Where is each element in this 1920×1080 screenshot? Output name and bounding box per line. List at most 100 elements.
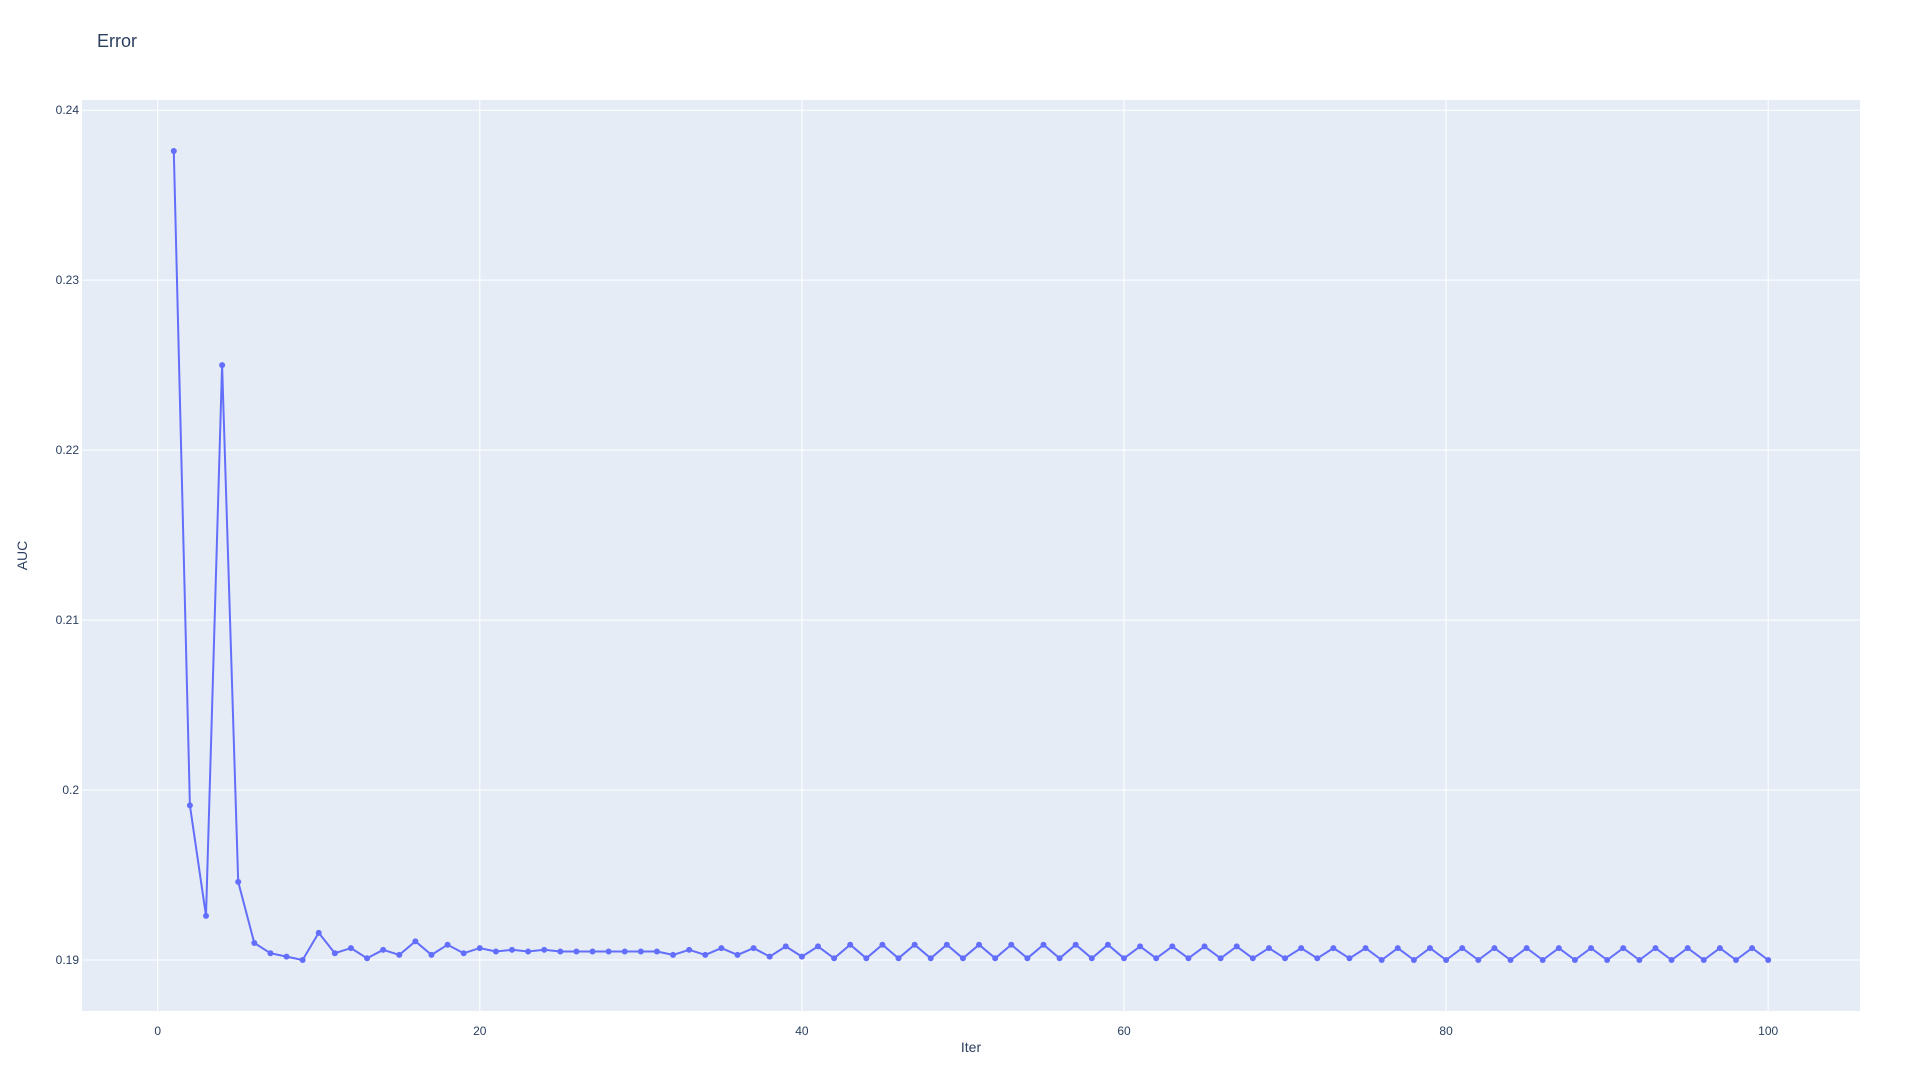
y-tick-label: 0.24: [56, 103, 80, 117]
data-point: [509, 946, 516, 953]
data-point: [235, 878, 242, 885]
data-point: [621, 948, 628, 955]
data-point: [525, 948, 532, 955]
data-point: [1459, 945, 1466, 952]
y-tick-label: 0.2: [62, 783, 79, 797]
data-point: [460, 950, 467, 957]
data-point: [541, 946, 548, 953]
data-point: [895, 955, 902, 962]
data-point: [911, 941, 918, 948]
data-point: [315, 929, 322, 936]
data-point: [1217, 955, 1224, 962]
data-point: [863, 955, 870, 962]
data-point: [831, 955, 838, 962]
data-point: [1056, 955, 1063, 962]
x-tick-label: 80: [1439, 1024, 1453, 1038]
y-tick-label: 0.21: [56, 613, 80, 627]
data-point: [1330, 945, 1337, 952]
data-point: [364, 955, 371, 962]
x-tick-label: 100: [1758, 1024, 1778, 1038]
data-point: [557, 948, 564, 955]
data-point: [686, 946, 693, 953]
data-point: [428, 951, 435, 958]
data-point: [186, 802, 193, 809]
data-point: [1620, 945, 1627, 952]
data-point: [1362, 945, 1369, 952]
data-point: [1636, 957, 1643, 964]
data-point: [1153, 955, 1160, 962]
data-point: [1749, 945, 1756, 952]
data-point: [959, 955, 966, 962]
x-tick-label: 0: [154, 1024, 161, 1038]
data-point: [1684, 945, 1691, 952]
data-point: [573, 948, 580, 955]
data-point: [750, 945, 757, 952]
data-point: [1732, 957, 1739, 964]
data-point: [1443, 957, 1450, 964]
data-point: [1314, 955, 1321, 962]
data-point: [1104, 941, 1111, 948]
y-tick-label: 0.23: [56, 273, 80, 287]
data-point: [1523, 945, 1530, 952]
x-tick-label: 40: [795, 1024, 809, 1038]
data-point: [782, 943, 789, 950]
data-point: [1668, 957, 1675, 964]
data-point: [251, 940, 258, 947]
data-point: [203, 912, 210, 919]
data-point: [1588, 945, 1595, 952]
data-point: [1571, 957, 1578, 964]
x-axis-title: Iter: [961, 1039, 982, 1055]
x-tick-label: 20: [473, 1024, 487, 1038]
data-point: [476, 945, 483, 952]
data-point: [734, 951, 741, 958]
data-point: [1378, 957, 1385, 964]
data-point: [1008, 941, 1015, 948]
data-point: [992, 955, 999, 962]
series-line: [172, 150, 1769, 961]
data-point: [605, 948, 612, 955]
data-point: [653, 948, 660, 955]
data-point: [1249, 955, 1256, 962]
data-point: [170, 147, 177, 154]
data-point: [1282, 955, 1289, 962]
data-point: [976, 941, 983, 948]
data-point: [299, 957, 306, 964]
data-point: [1024, 955, 1031, 962]
data-point: [219, 362, 226, 369]
data-point: [1040, 941, 1047, 948]
data-point: [267, 950, 274, 957]
data-point: [798, 953, 805, 960]
data-point: [1265, 945, 1272, 952]
data-point: [444, 941, 451, 948]
y-axis-title: AUC: [14, 541, 30, 571]
data-point: [1652, 945, 1659, 952]
data-point: [1475, 957, 1482, 964]
data-point: [943, 941, 950, 948]
x-tick-label: 60: [1117, 1024, 1131, 1038]
data-point: [380, 946, 387, 953]
data-point: [1410, 957, 1417, 964]
data-point: [1072, 941, 1079, 948]
data-point: [1137, 943, 1144, 950]
data-point: [1555, 945, 1562, 952]
data-point: [766, 953, 773, 960]
data-point: [347, 945, 354, 952]
data-point: [670, 951, 677, 958]
data-point: [589, 948, 596, 955]
data-point: [1700, 957, 1707, 964]
data-point: [412, 938, 419, 945]
data-point: [879, 941, 886, 948]
data-point: [1604, 957, 1611, 964]
grid-lines: [82, 100, 1860, 1011]
data-point: [1201, 943, 1208, 950]
data-point: [1491, 945, 1498, 952]
plot-area: [82, 100, 1860, 1011]
data-point: [1765, 957, 1772, 964]
data-point: [847, 941, 854, 948]
data-point: [1120, 955, 1127, 962]
data-point: [1426, 945, 1433, 952]
data-point: [283, 953, 290, 960]
data-point: [1346, 955, 1353, 962]
tick-labels: 0 20 40 60 80 100 0.19 0.2 0.21 0.22 0.23 0.24: [56, 103, 1779, 1038]
